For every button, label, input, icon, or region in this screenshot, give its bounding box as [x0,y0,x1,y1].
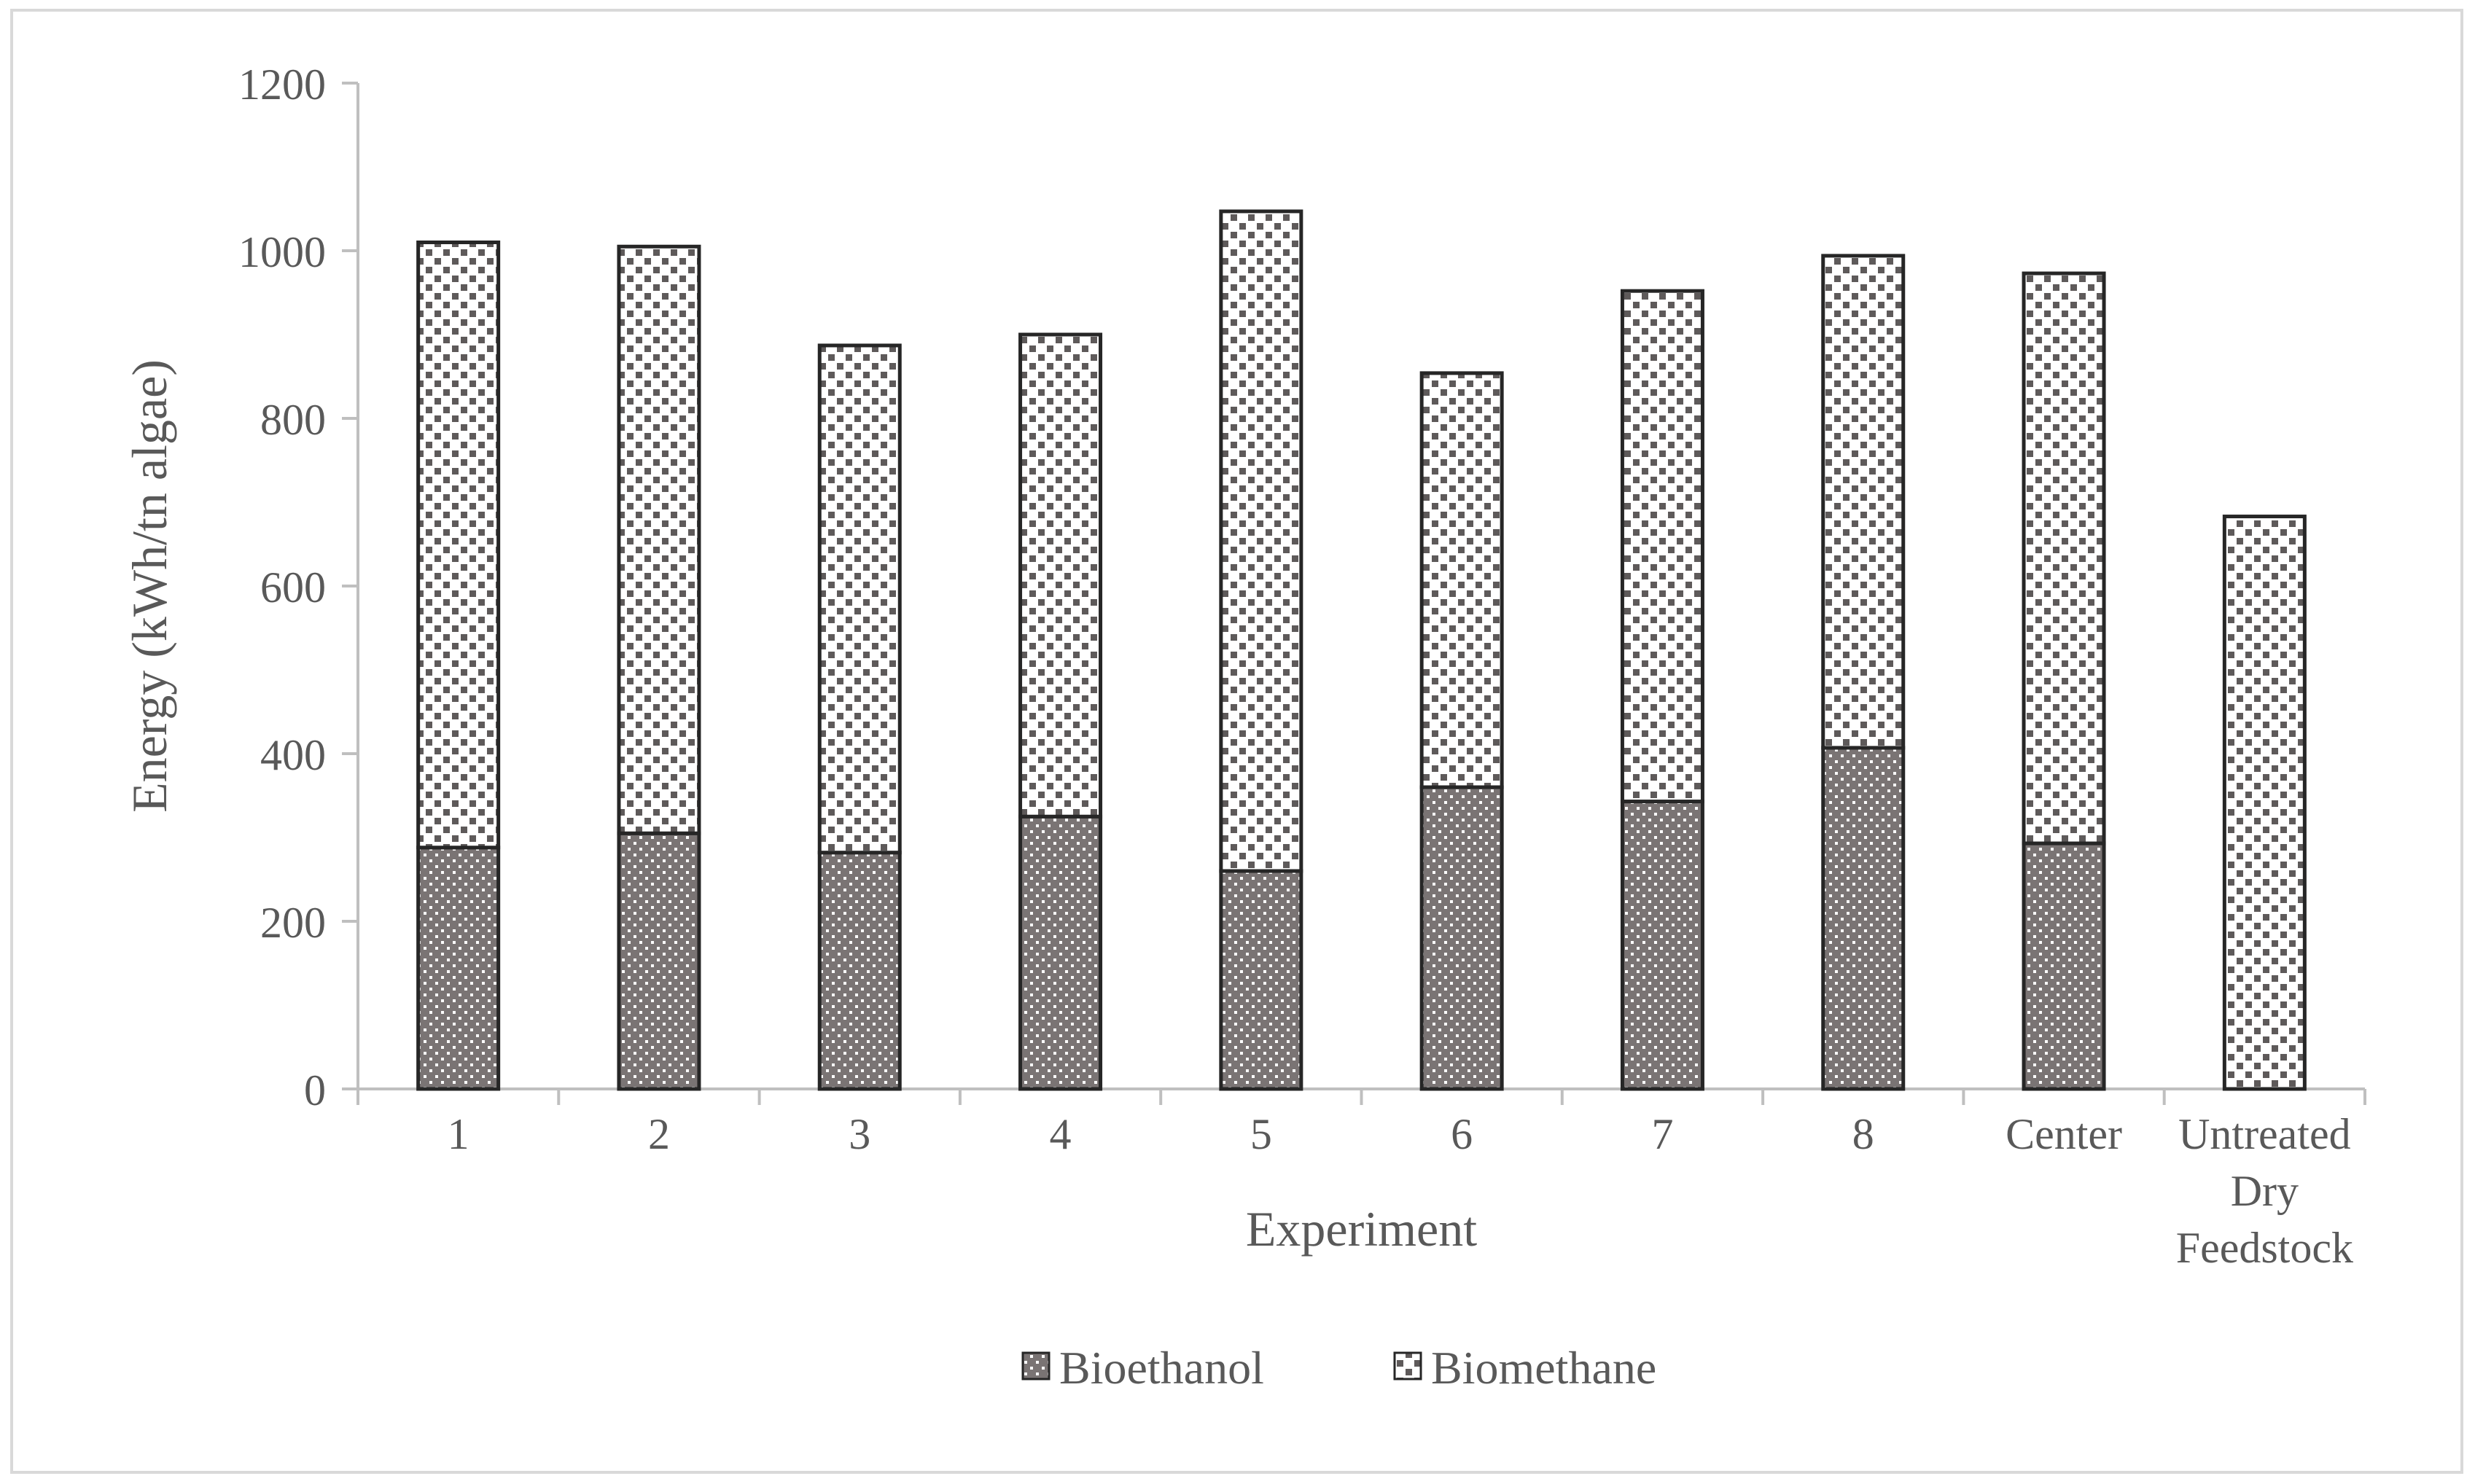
bar-biomethane [1620,289,1704,804]
bar-bioethanol [617,831,701,1091]
x-tick-label: 5 [1250,1110,1272,1158]
x-tick-label-line: Untreated [2178,1110,2351,1158]
bar-bioethanol [1821,746,1906,1091]
legend-label-biomethane: Biomethane [1431,1342,1656,1394]
y-axis-title: Energy (kWh/tn algae) [122,359,177,813]
x-tick-label: 8 [1852,1110,1874,1158]
bars [416,209,2307,1091]
x-tick-label: 1 [448,1110,469,1158]
x-tick-label: 6 [1451,1110,1473,1158]
x-tick-label-line: 6 [1451,1110,1473,1158]
legend: Bioethanol Biomethane [1021,1342,1656,1394]
bar-bioethanol [1219,869,1303,1091]
x-tick-label-line: 7 [1651,1110,1673,1158]
x-tick-label-line: 8 [1852,1110,1874,1158]
x-tick-label-line: 1 [448,1110,469,1158]
legend-swatch-biomethane [1393,1351,1422,1380]
x-tick-label-line: Feedstock [2176,1224,2353,1272]
bar-bioethanol [416,846,501,1091]
legend-label-bioethanol: Bioethanol [1059,1342,1264,1394]
y-tick-label: 400 [260,731,326,779]
x-tick-label-line: 3 [849,1110,870,1158]
y-tick-label: 1200 [238,60,326,109]
stacked-bar-chart: 0 200 400 600 800 1000 1200 1 2 3 4 5 6 7 8 Center Untr… [122,60,2366,1394]
bar-biomethane [1821,254,1906,750]
bar-bioethanol [817,851,902,1091]
y-tick-label: 0 [304,1066,326,1114]
bar-biomethane [2022,271,2106,846]
x-axis-title: Experiment [1246,1201,1477,1257]
bar-bioethanol [1018,814,1103,1091]
y-axis: 0 200 400 600 800 1000 1200 [238,60,359,1114]
x-tick-label-line: Center [2006,1110,2122,1158]
bar-biomethane [817,343,902,855]
y-tick-label: 800 [260,396,326,444]
legend-swatch-bioethanol [1021,1351,1051,1380]
bar-biomethane [416,241,501,850]
bar-biomethane [617,244,701,835]
bar-biomethane [2222,515,2307,1091]
x-axis: 1 2 3 4 5 6 7 8 Center Untreated Dry Feedstock [356,1087,2366,1272]
bar-biomethane [1419,371,1504,789]
bar-bioethanol [1620,800,1704,1091]
x-tick-label: 2 [648,1110,670,1158]
x-tick-label: 3 [849,1110,870,1158]
x-tick-label-line: Dry [2231,1167,2299,1215]
bar-biomethane [1219,209,1303,873]
y-tick-label: 600 [260,563,326,612]
y-tick-label: 200 [260,899,326,947]
x-tick-label-line: 5 [1250,1110,1272,1158]
bar-bioethanol [2022,841,2106,1091]
x-tick-label: 4 [1050,1110,1072,1158]
x-tick-label: 7 [1651,1110,1673,1158]
y-tick-label: 1000 [238,228,326,276]
x-tick-label: Untreated Dry Feedstock [2176,1110,2353,1272]
x-tick-label-line: 4 [1050,1110,1072,1158]
x-tick-label-line: 2 [648,1110,670,1158]
x-tick-label: Center [2006,1110,2122,1158]
bar-biomethane [1018,332,1103,819]
chart-frame: 0 200 400 600 800 1000 1200 1 2 3 4 5 6 7 8 Center Untr… [10,9,2463,1474]
bar-bioethanol [1419,785,1504,1091]
